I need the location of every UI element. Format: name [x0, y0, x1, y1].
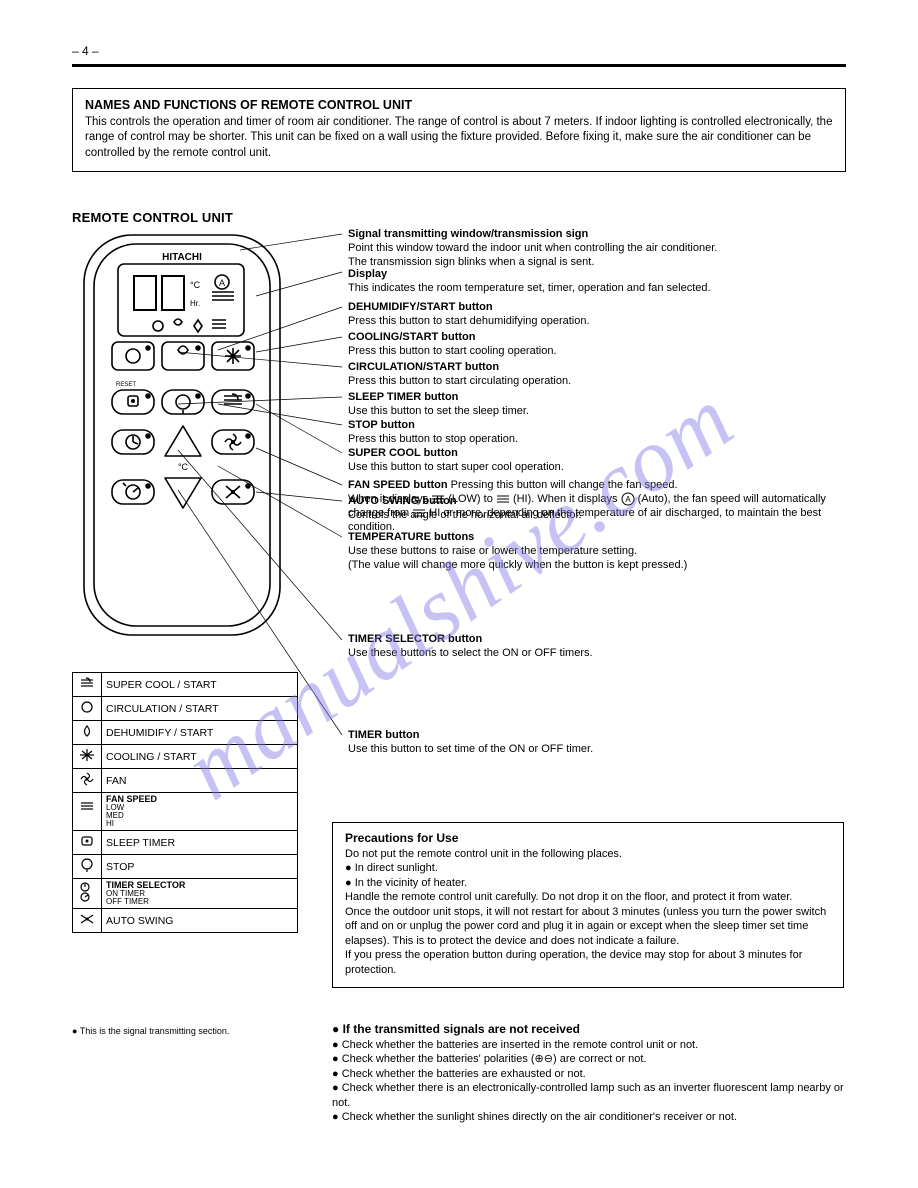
callout: TEMPERATURE buttonsUse these buttons to …	[348, 530, 846, 572]
legend-label: SUPER COOL / START	[102, 673, 298, 697]
callout: STOP buttonPress this button to stop ope…	[348, 418, 846, 446]
precaution-title: Precautions for Use	[345, 831, 831, 847]
legend-icon	[73, 673, 102, 697]
legend-icon	[73, 769, 102, 793]
legend-label: SLEEP TIMER	[102, 831, 298, 855]
legend-row: AUTO SWING	[73, 909, 298, 933]
legend-table: SUPER COOL / STARTCIRCULATION / STARTDEH…	[72, 672, 298, 933]
precaution-line: If you press the operation button during…	[345, 948, 831, 977]
signal-line: ● Check whether there is an electronical…	[332, 1081, 844, 1110]
page-number: – 4 –	[72, 44, 99, 58]
svg-text:HITACHI: HITACHI	[162, 252, 202, 263]
callout: DisplayThis indicates the room temperatu…	[348, 267, 846, 295]
intro-title: NAMES AND FUNCTIONS OF REMOTE CONTROL UN…	[85, 98, 412, 112]
legend-row: FAN	[73, 769, 298, 793]
legend-label: FAN	[102, 769, 298, 793]
legend-row: STOP	[73, 855, 298, 879]
legend-label: AUTO SWING	[102, 909, 298, 933]
precaution-line: Do not put the remote control unit in th…	[345, 847, 831, 862]
legend-label: DEHUMIDIFY / START	[102, 721, 298, 745]
legend-row: FAN SPEEDLOWMEDHI	[73, 793, 298, 831]
legend-label: FAN SPEEDLOWMEDHI	[102, 793, 298, 831]
svg-text:RESET: RESET	[116, 382, 136, 388]
precaution-box: Precautions for Use Do not put the remot…	[332, 822, 844, 988]
legend-row: DEHUMIDIFY / START	[73, 721, 298, 745]
callout: DEHUMIDIFY/START buttonPress this button…	[348, 300, 846, 328]
signal-line: ● Check whether the sunlight shines dire…	[332, 1110, 844, 1125]
legend-icon	[73, 879, 102, 909]
legend-label: COOLING / START	[102, 745, 298, 769]
signal-line: ● Check whether the batteries' polaritie…	[332, 1052, 844, 1067]
legend-icon	[73, 697, 102, 721]
remote-footnote: ● This is the signal transmitting sectio…	[72, 1026, 229, 1036]
callout: AUTO SWING buttonControls the angle of t…	[348, 494, 846, 522]
precaution-line: Handle the remote control unit carefully…	[345, 890, 831, 905]
remote-title: REMOTE CONTROL UNIT	[72, 210, 233, 225]
legend-icon	[73, 745, 102, 769]
svg-text:°C: °C	[178, 462, 189, 472]
signal-block: ● If the transmitted signals are not rec…	[332, 1022, 844, 1125]
precaution-line: ● In direct sunlight.	[345, 861, 831, 876]
legend-row: SUPER COOL / START	[73, 673, 298, 697]
precaution-line: Once the outdoor unit stops, it will not…	[345, 905, 831, 949]
legend-row: TIMER SELECTORON TIMEROFF TIMER	[73, 879, 298, 909]
legend-row: CIRCULATION / START	[73, 697, 298, 721]
signal-title: ● If the transmitted signals are not rec…	[332, 1022, 844, 1038]
callout: SLEEP TIMER buttonUse this button to set…	[348, 390, 846, 418]
svg-text:°C: °C	[190, 280, 201, 290]
top-rule	[72, 64, 846, 67]
svg-text:Hr.: Hr.	[190, 299, 200, 308]
remote-illustration: HITACHI °C Hr. A RESET	[72, 230, 302, 650]
callout: CIRCULATION/START buttonPress this butto…	[348, 360, 846, 388]
intro-box: NAMES AND FUNCTIONS OF REMOTE CONTROL UN…	[72, 88, 846, 172]
callout: TIMER buttonUse this button to set time …	[348, 728, 846, 756]
legend-row: COOLING / START	[73, 745, 298, 769]
signal-line: ● Check whether the batteries are exhaus…	[332, 1067, 844, 1082]
callout: COOLING/START buttonPress this button to…	[348, 330, 846, 358]
callout: TIMER SELECTOR buttonUse these buttons t…	[348, 632, 846, 660]
legend-label: TIMER SELECTORON TIMEROFF TIMER	[102, 879, 298, 909]
svg-text:A: A	[219, 278, 225, 288]
legend-icon	[73, 793, 102, 831]
legend-icon	[73, 721, 102, 745]
precaution-line: ● In the vicinity of heater.	[345, 876, 831, 891]
legend-label: CIRCULATION / START	[102, 697, 298, 721]
callout: Signal transmitting window/transmission …	[348, 227, 846, 269]
legend-icon	[73, 909, 102, 933]
legend-label: STOP	[102, 855, 298, 879]
legend-icon	[73, 831, 102, 855]
legend-icon	[73, 855, 102, 879]
callout: SUPER COOL buttonUse this button to star…	[348, 446, 846, 474]
intro-body: This controls the operation and timer of…	[85, 116, 832, 159]
legend-row: SLEEP TIMER	[73, 831, 298, 855]
signal-line: ● Check whether the batteries are insert…	[332, 1038, 844, 1053]
